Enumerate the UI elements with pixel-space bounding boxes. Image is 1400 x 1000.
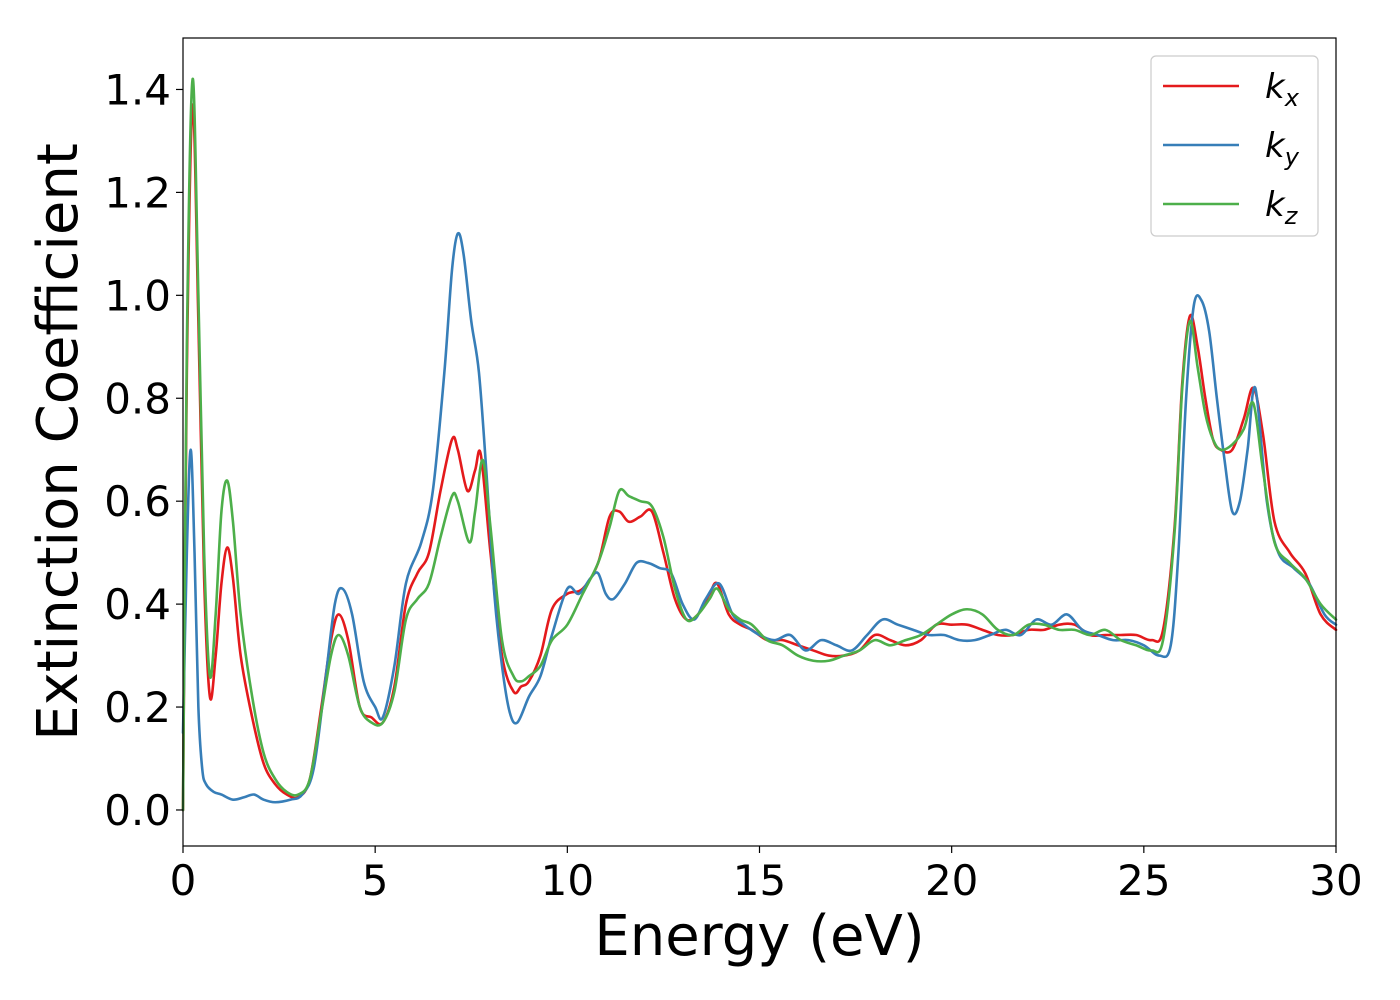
x-tick-label: 5 — [362, 856, 389, 905]
legend-label-z: kz — [1265, 185, 1299, 230]
x-tick-label: 0 — [170, 856, 197, 905]
y-tick-label: 1.2 — [104, 168, 171, 217]
y-tick-label: 0.4 — [104, 580, 171, 629]
series-layer — [181, 77, 1338, 812]
legend: kx ky kz — [1150, 55, 1319, 237]
series-line-y — [181, 231, 1338, 804]
y-tick-label: 0.8 — [104, 374, 171, 423]
x-tick-label: 10 — [541, 856, 594, 905]
y-tick-label: 1.0 — [104, 271, 171, 320]
series-line-z — [181, 77, 1338, 812]
y-tick-label: 0.2 — [104, 683, 171, 732]
x-tick-label: 20 — [925, 856, 978, 905]
y-tick-label: 1.4 — [104, 65, 171, 114]
ticks-layer: 0 5 10 15 20 25 30 0.0 0.2 0.4 0.6 0.8 1.0 1.2 1.4 — [104, 65, 1363, 905]
y-tick-label: 0.0 — [104, 786, 171, 835]
legend-label-x: kx — [1265, 67, 1300, 112]
x-tick-label: 25 — [1117, 856, 1170, 905]
legend-label-y: ky — [1265, 126, 1300, 171]
y-tick-label: 0.6 — [104, 477, 171, 526]
x-tick-label: 30 — [1309, 856, 1362, 905]
y-axis-title: Extinction Coefficient — [26, 143, 91, 741]
x-axis-title: Energy (eV) — [594, 904, 924, 969]
series-line-x — [181, 103, 1338, 812]
x-tick-label: 15 — [733, 856, 786, 905]
